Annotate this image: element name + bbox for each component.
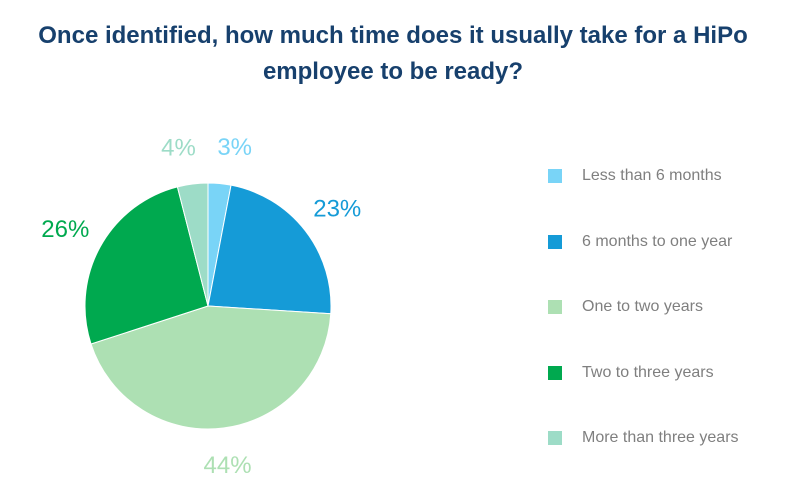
pie-slice-6-months-to-one-year: [207, 184, 332, 315]
pie-slice-two-to-three-years: [84, 186, 209, 345]
legend: Less than 6 months 6 months to one year …: [548, 163, 786, 491]
legend-label: Less than 6 months: [582, 167, 722, 184]
legend-item-less-than-6-months: Less than 6 months: [548, 163, 786, 189]
pie-data-label: 23%: [313, 196, 361, 223]
legend-item-6-months-to-one-year: 6 months to one year: [548, 229, 786, 255]
chart-title-line-2: employee to be ready?: [262, 58, 524, 85]
pie-slice-one-to-two-years: [90, 305, 332, 430]
pie-slice-more-than-three-years: [176, 182, 209, 307]
chart-title: Once identified, how much time does it u…: [0, 18, 786, 90]
legend-label: Two to three years: [582, 363, 714, 381]
pie-data-label: 4%: [161, 135, 196, 162]
pie-data-label: 44%: [204, 452, 252, 479]
pie-data-label: 26%: [41, 216, 89, 243]
legend-label: More than three years: [582, 429, 739, 446]
legend-label: 6 months to one year: [582, 232, 733, 250]
legend-swatch: [548, 365, 562, 380]
legend-swatch: [548, 234, 562, 249]
legend-swatch: [548, 169, 562, 183]
legend-label: One to two years: [582, 298, 703, 315]
legend-item-more-than-three-years: More than three years: [548, 425, 786, 451]
legend-item-one-to-two-years: One to two years: [548, 294, 786, 320]
pie-data-label: 3%: [217, 134, 252, 161]
legend-swatch: [548, 431, 562, 445]
legend-item-two-to-three-years: Two to three years: [548, 360, 786, 386]
legend-swatch: [548, 300, 562, 314]
chart-title-line-1: Once identified, how much time does it u…: [38, 22, 748, 49]
